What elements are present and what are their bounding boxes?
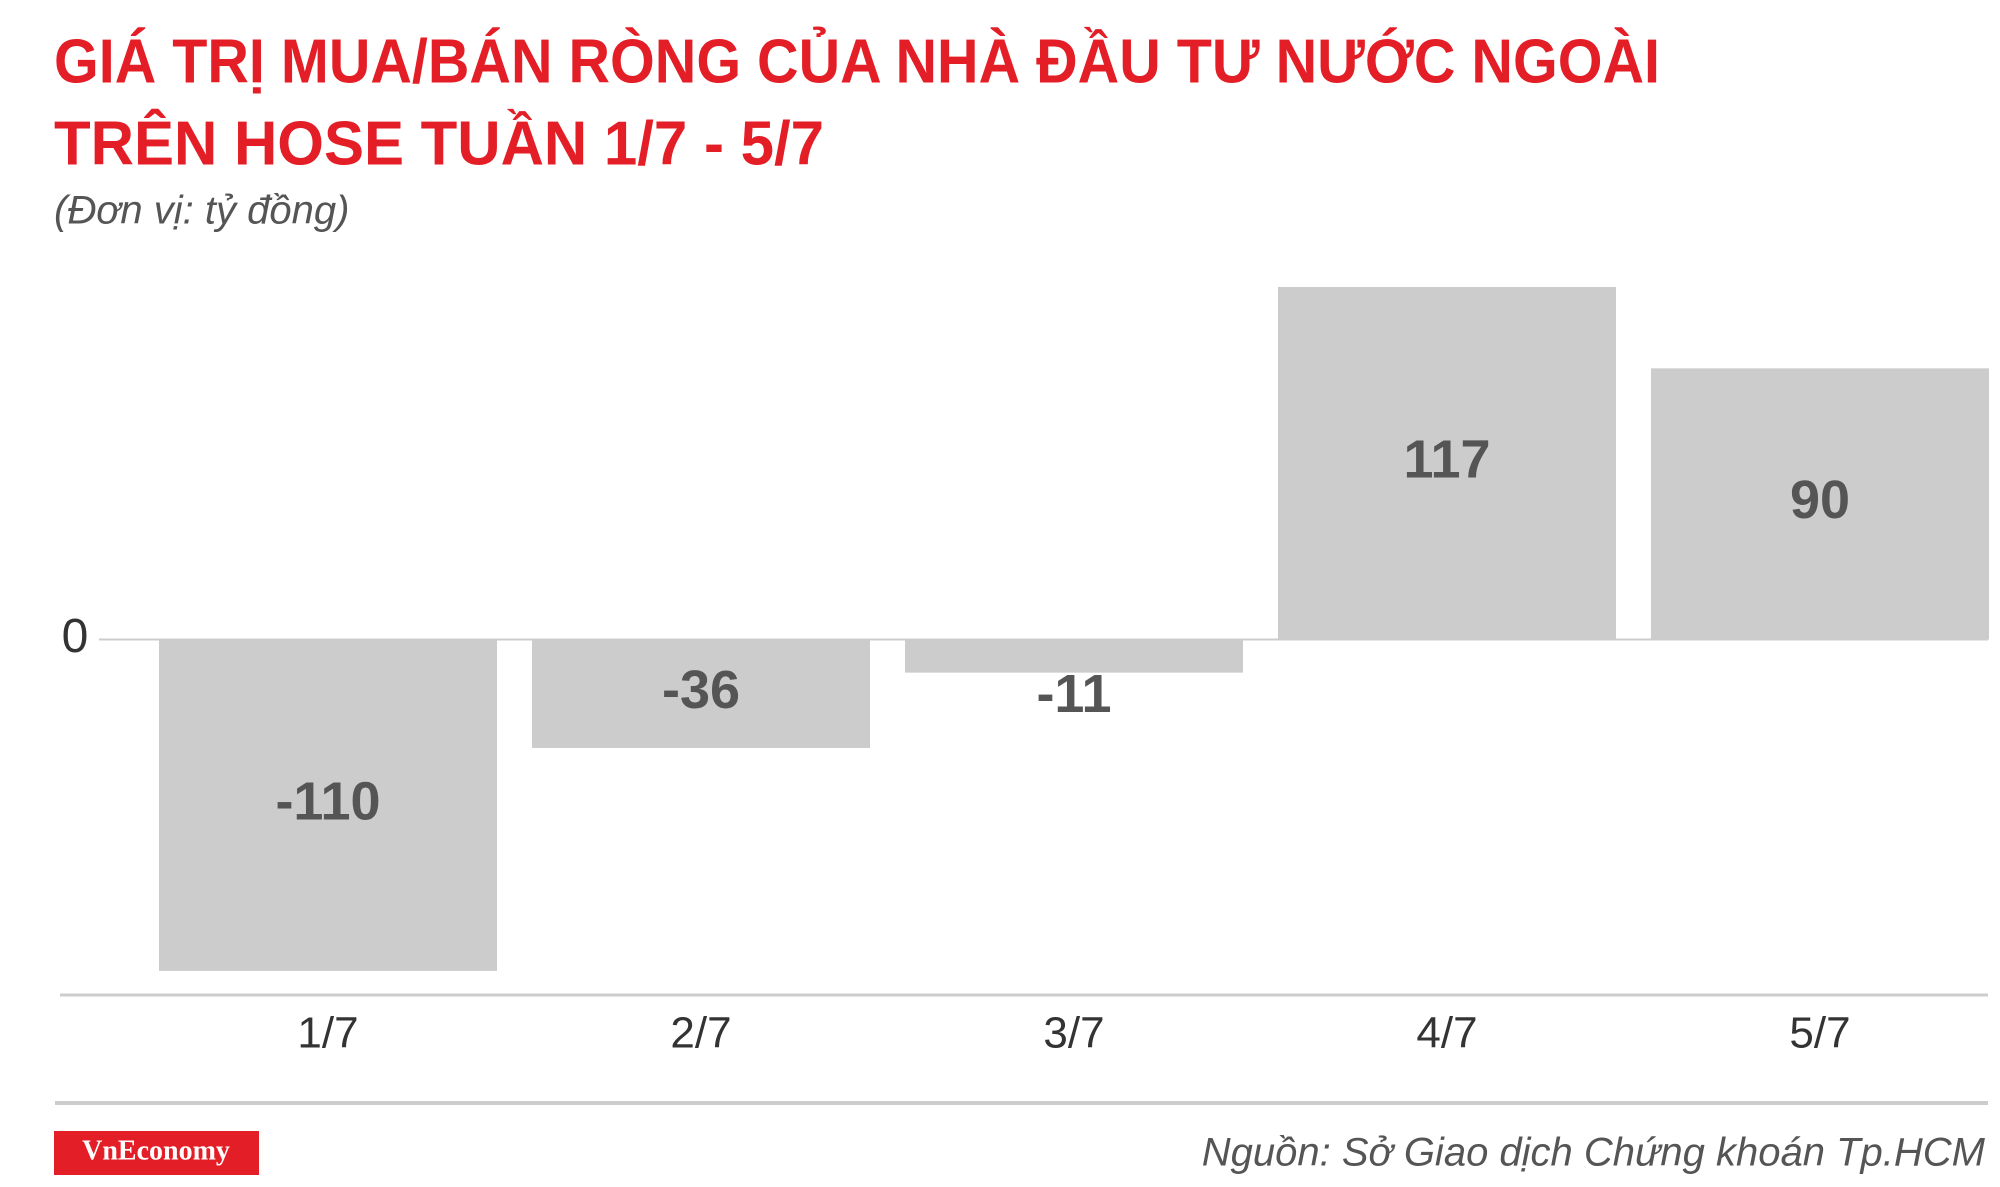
logo: VnEconomy xyxy=(82,1135,230,1166)
logo-box xyxy=(54,1131,259,1175)
value-label: -110 xyxy=(275,771,380,831)
bar xyxy=(1651,368,1989,640)
x-tick-label: 2/7 xyxy=(670,1009,731,1058)
x-tick-label: 3/7 xyxy=(1043,1009,1104,1058)
source: Nguồn: Sở Giao dịch Chứng khoán Tp.HCM xyxy=(1202,1131,1986,1175)
chart-title: GIÁ TRỊ MUA/BÁN RÒNG CỦA NHÀ ĐẦU TƯ NƯỚC… xyxy=(54,27,1660,96)
bar xyxy=(1278,287,1616,640)
chart-title: TRÊN HOSE TUẦN 1/7 - 5/7 xyxy=(54,109,824,178)
x-tick-label: 5/7 xyxy=(1789,1009,1850,1058)
value-label: 90 xyxy=(1790,470,1850,530)
value-label: -36 xyxy=(662,660,740,720)
value-label: 117 xyxy=(1403,430,1490,490)
bar xyxy=(159,639,497,971)
x-tick-label: 4/7 xyxy=(1416,1009,1477,1058)
bar xyxy=(905,639,1243,673)
x-tick-label: 1/7 xyxy=(297,1009,358,1058)
bar xyxy=(532,639,870,748)
chart-subtitle: (Đơn vị: tỷ đồng) xyxy=(54,189,349,233)
y-tick-label: 0 xyxy=(62,610,89,663)
value-label: -11 xyxy=(1036,664,1111,724)
